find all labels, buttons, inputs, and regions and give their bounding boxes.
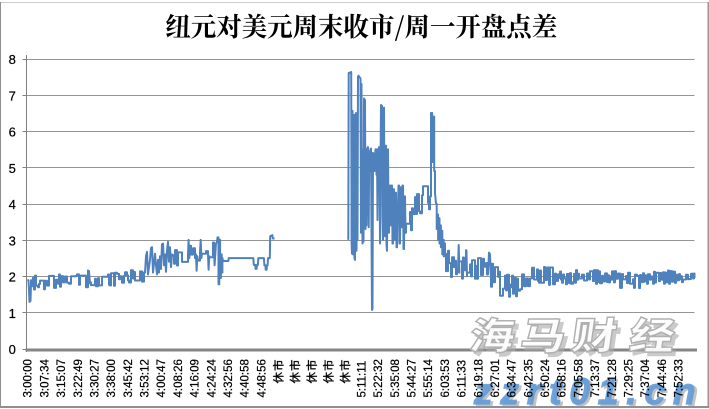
svg-text:1: 1 — [9, 306, 16, 321]
svg-text:7:37:04: 7:37:04 — [640, 359, 652, 398]
svg-text:5:55:14: 5:55:14 — [423, 359, 435, 398]
svg-text:7:13:37: 7:13:37 — [590, 359, 602, 397]
svg-text:4:08:26: 4:08:26 — [173, 359, 185, 397]
svg-text:3:15:07: 3:15:07 — [56, 359, 68, 397]
svg-text:4: 4 — [9, 197, 16, 212]
svg-text:5:22:32: 5:22:32 — [373, 359, 385, 397]
svg-text:3:45:42: 3:45:42 — [123, 359, 135, 397]
svg-text:0: 0 — [9, 342, 16, 357]
svg-text:3: 3 — [9, 233, 16, 248]
svg-text:6:58:16: 6:58:16 — [557, 359, 569, 397]
svg-text:7:21:28: 7:21:28 — [607, 359, 619, 397]
svg-text:zzrt01.cn: zzrt01.cn — [473, 371, 703, 409]
svg-text:zzrt01.cn: zzrt01.cn — [476, 372, 706, 409]
svg-text:4:16:09: 4:16:09 — [190, 359, 202, 397]
svg-text:6:34:47: 6:34:47 — [507, 359, 519, 397]
svg-text:7:29:25: 7:29:25 — [624, 359, 636, 397]
svg-text:3:53:12: 3:53:12 — [140, 359, 152, 397]
svg-text:5: 5 — [9, 161, 16, 176]
svg-text:5:11:11: 5:11:11 — [356, 361, 368, 398]
svg-text:7:52:33: 7:52:33 — [674, 359, 686, 397]
svg-text:4:40:58: 4:40:58 — [240, 359, 252, 397]
svg-text:3:22:49: 3:22:49 — [73, 359, 85, 397]
svg-text:8: 8 — [9, 52, 16, 67]
svg-text:4:48:56: 4:48:56 — [256, 359, 268, 397]
svg-text:3:30:27: 3:30:27 — [90, 359, 102, 397]
svg-text:7: 7 — [9, 88, 16, 103]
svg-text:5:44:27: 5:44:27 — [407, 359, 419, 397]
svg-text:3:38:00: 3:38:00 — [106, 359, 118, 397]
svg-text:6:42:35: 6:42:35 — [523, 359, 535, 397]
svg-text:5:35:08: 5:35:08 — [390, 359, 402, 397]
svg-text:4:32:56: 4:32:56 — [223, 359, 235, 397]
svg-text:7:44:46: 7:44:46 — [657, 359, 669, 397]
svg-text:7:05:58: 7:05:58 — [573, 359, 585, 397]
svg-text:4:24:24: 4:24:24 — [206, 359, 218, 398]
svg-text:6:03:53: 6:03:53 — [440, 359, 452, 397]
svg-text:3:07:34: 3:07:34 — [39, 359, 51, 398]
svg-text:2: 2 — [9, 270, 16, 285]
svg-text:6:11:33: 6:11:33 — [457, 360, 469, 398]
svg-text:6:27:01: 6:27:01 — [490, 359, 502, 397]
svg-text:3:00:00: 3:00:00 — [23, 359, 35, 397]
svg-text:6:19:18: 6:19:18 — [473, 359, 485, 397]
svg-text:6:50:24: 6:50:24 — [540, 359, 552, 398]
svg-text:4:00:47: 4:00:47 — [156, 359, 168, 397]
svg-text:6: 6 — [9, 125, 16, 140]
